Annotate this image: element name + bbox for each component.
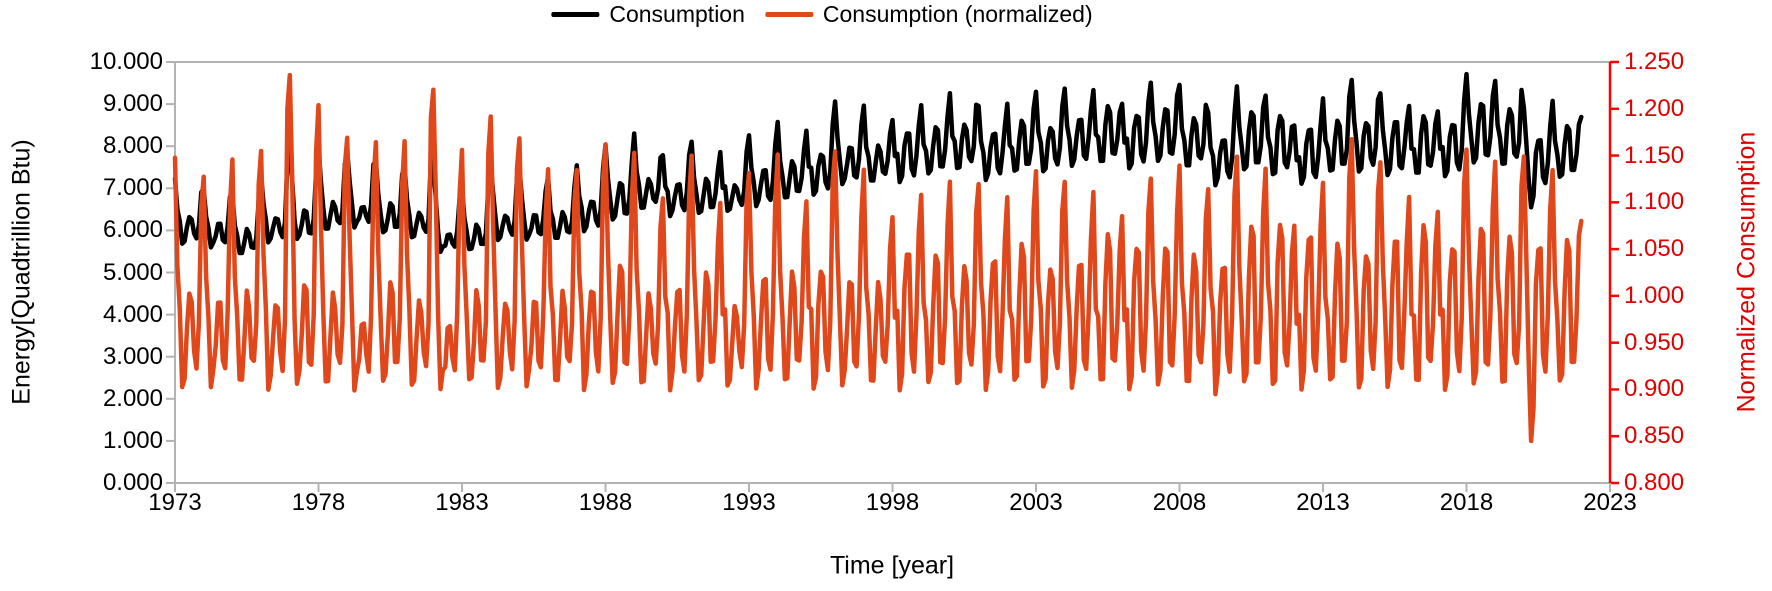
right-axis-tick-label: 1.150 <box>1624 141 1685 169</box>
left-axis-tick-label: 1.000 <box>102 426 163 454</box>
left-axis-tick-label: 8.000 <box>102 132 163 160</box>
left-axis-tick-label: 4.000 <box>102 300 163 328</box>
legend-item-consumption: Consumption <box>551 1 745 27</box>
x-axis-tick-label: 2003 <box>1009 489 1063 516</box>
right-axis-tick-label: 0.950 <box>1624 328 1685 356</box>
consumption-line-swatch <box>551 11 600 17</box>
left-axis-tick-label: 9.000 <box>102 90 163 118</box>
x-axis-tick-label: 1988 <box>578 489 633 516</box>
consumption-line <box>172 71 1584 256</box>
x-axis-tick-label: 1973 <box>148 489 202 516</box>
left-axis-tick-label: 3.000 <box>102 342 163 370</box>
x-axis-tick-label: 1993 <box>722 489 776 516</box>
x-axis-title: Time [year] <box>829 551 955 580</box>
legend-label-consumption-normalized: Consumption (normalized) <box>822 1 1093 27</box>
right-axis-tick-label: 0.900 <box>1624 375 1685 403</box>
left-axis-tick-label: 10.000 <box>89 48 163 75</box>
right-axis-tick-label: 0.850 <box>1624 422 1685 450</box>
x-axis-tick-label: 2013 <box>1296 489 1350 516</box>
x-axis-tick-label: 2018 <box>1439 489 1494 516</box>
left-axis-tick-label: 5.000 <box>102 258 163 286</box>
x-axis-tick-label: 1983 <box>435 489 489 516</box>
right-axis-tick-label: 1.100 <box>1624 188 1685 216</box>
left-axis-title: Energy[Quadtrillion Btu) <box>7 139 36 405</box>
x-axis-tick-label: 1998 <box>865 489 920 516</box>
left-axis-tick-label: 0.000 <box>102 469 163 496</box>
consumption-normalized-line <box>172 72 1584 444</box>
left-axis-tick-label: 7.000 <box>102 174 163 202</box>
right-axis-tick-label: 1.050 <box>1624 235 1685 263</box>
legend-label-consumption: Consumption <box>609 1 745 27</box>
x-axis-tick-label: 2023 <box>1583 489 1637 516</box>
x-axis-tick-label: 2008 <box>1152 489 1207 516</box>
right-axis-tick-label: 1.200 <box>1624 94 1685 122</box>
left-axis-tick-label: 2.000 <box>102 384 163 412</box>
right-axis-tick-label: 1.000 <box>1624 281 1685 309</box>
consumption-normalized-line-swatch <box>764 11 813 17</box>
left-axis-tick-label: 6.000 <box>102 216 163 244</box>
x-axis-tick-label: 1978 <box>291 489 346 516</box>
right-axis-tick-label: 0.800 <box>1624 469 1685 496</box>
right-axis-title: Normalized Consumption <box>1732 131 1761 413</box>
right-axis-tick-label: 1.250 <box>1624 48 1685 75</box>
legend-item-consumption-normalized: Consumption (normalized) <box>764 1 1093 27</box>
legend: Consumption Consumption (normalized) <box>551 1 1093 27</box>
